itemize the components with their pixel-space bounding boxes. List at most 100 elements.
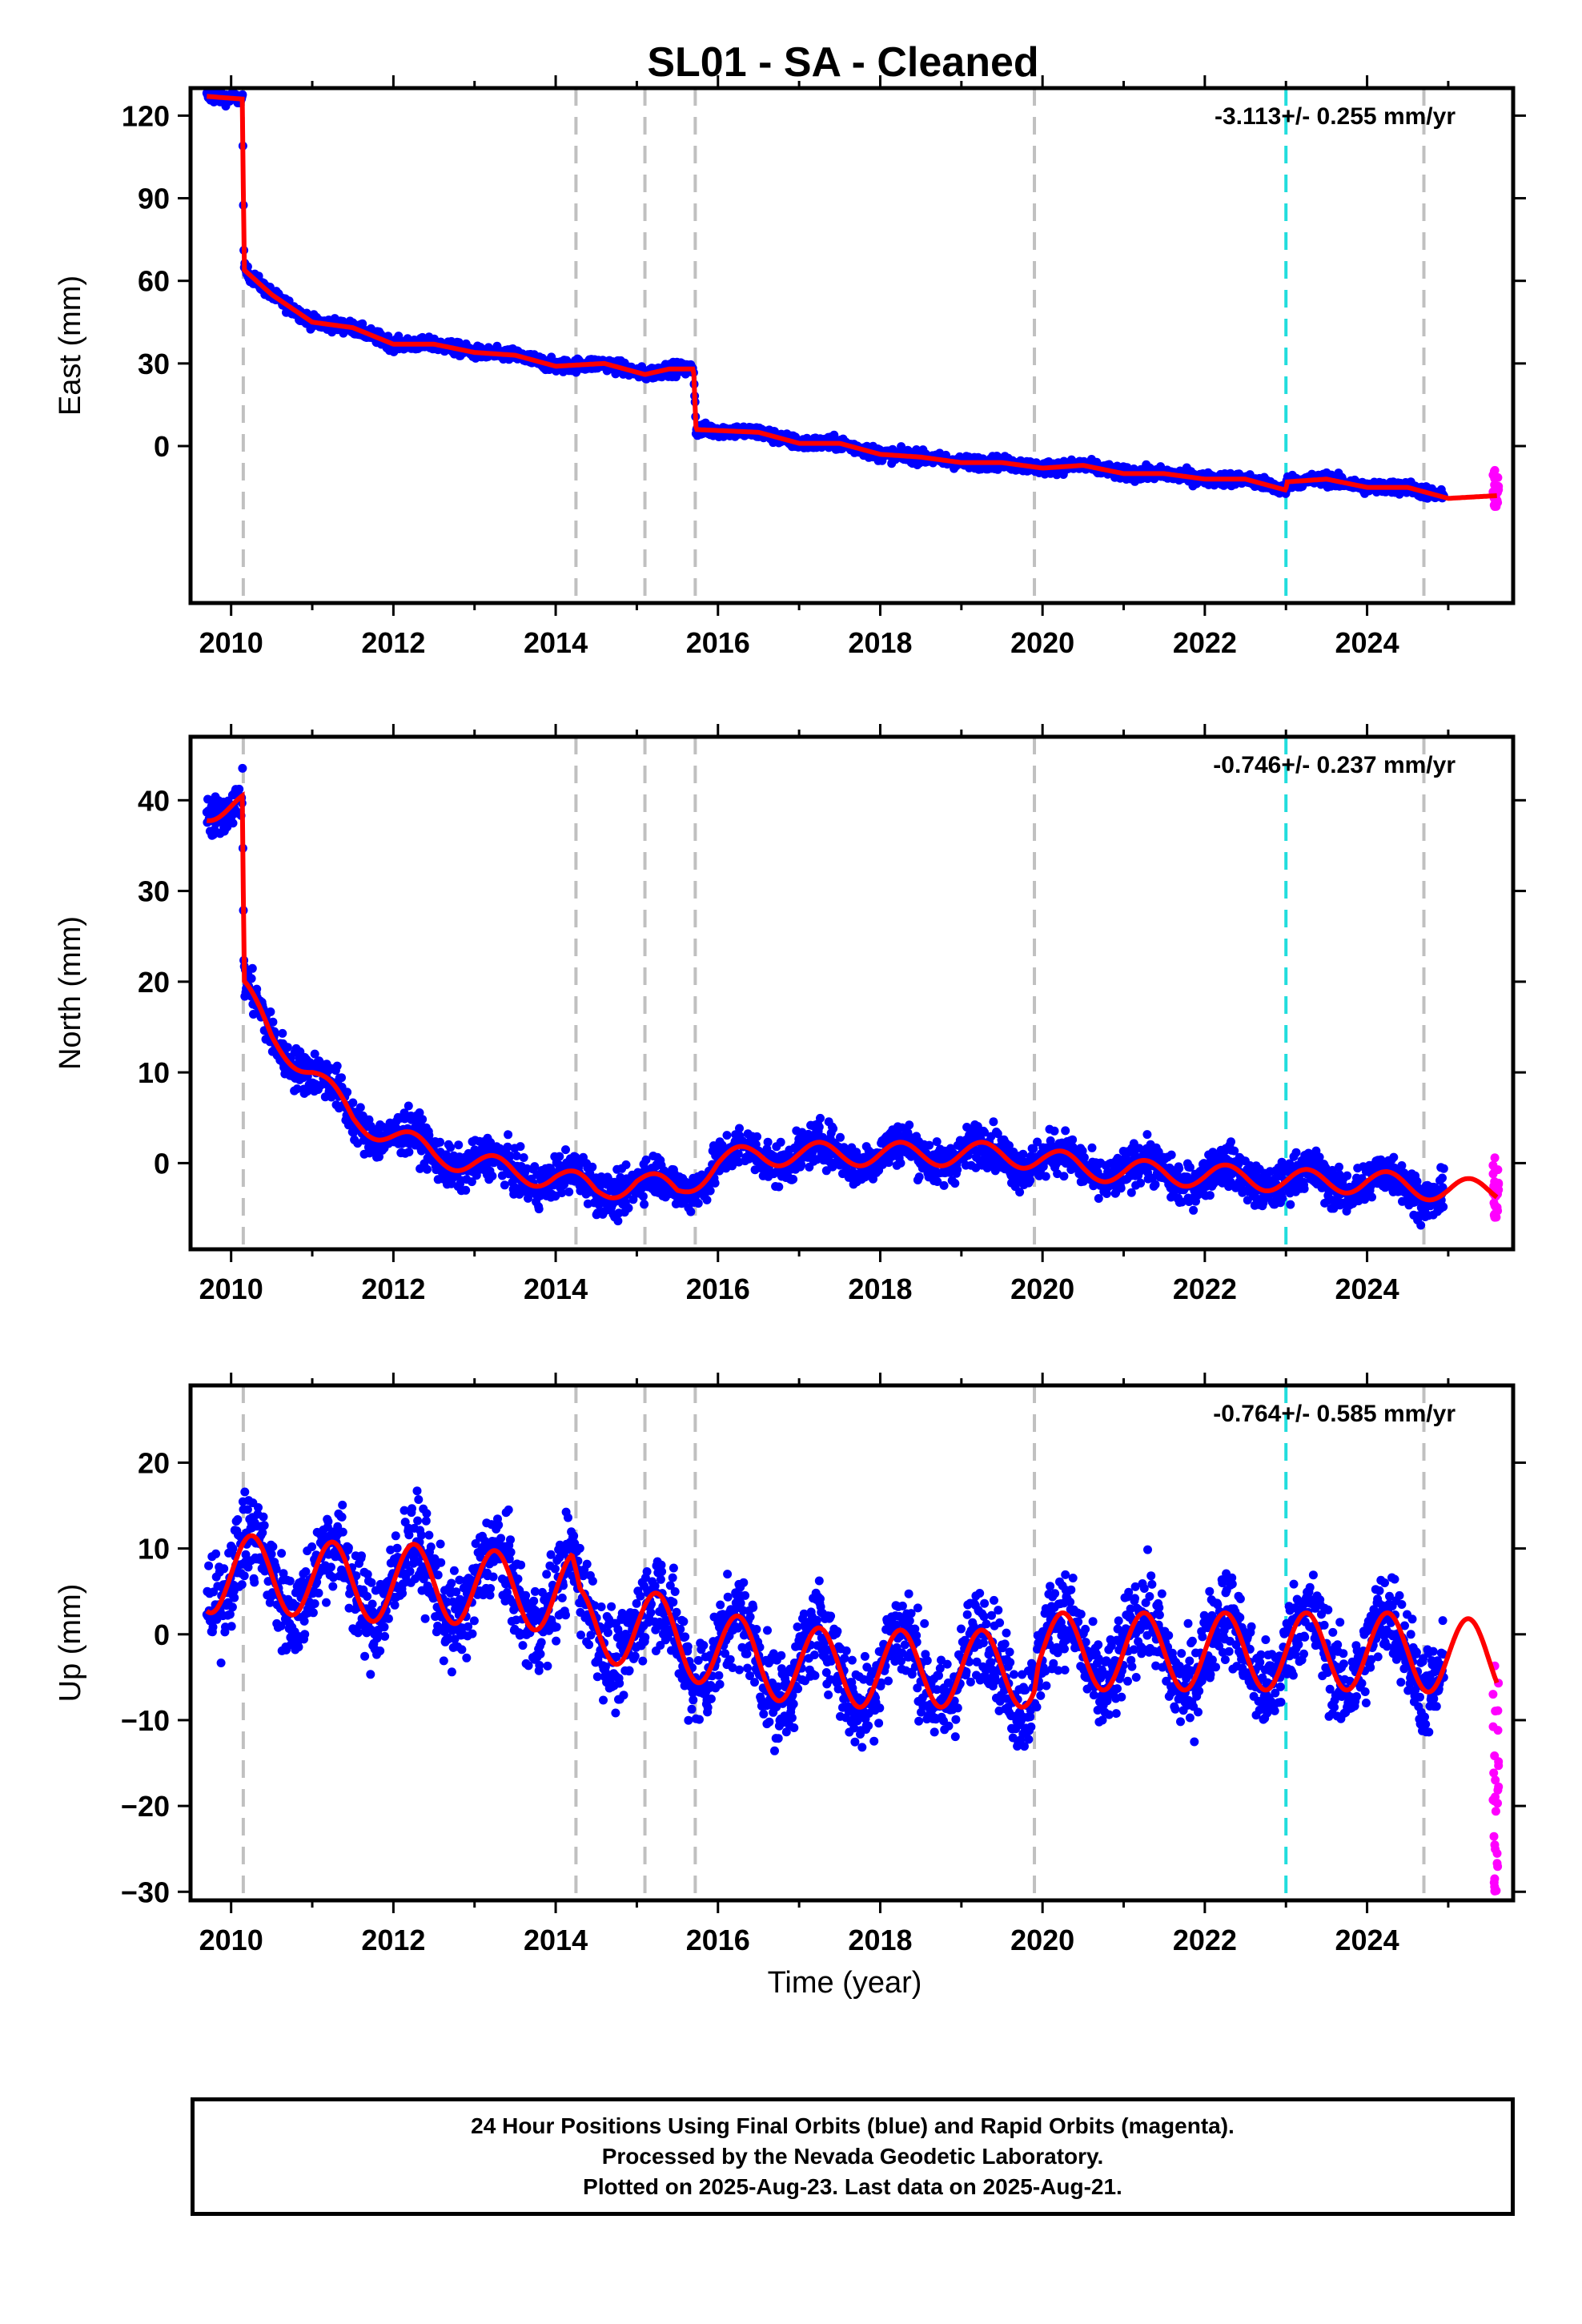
rate-label: -3.113+/- 0.255 mm/yr (1215, 103, 1456, 130)
data-point (310, 1049, 319, 1059)
data-point (797, 1160, 806, 1169)
data-point (852, 1148, 861, 1157)
data-point (933, 1177, 942, 1186)
data-point (621, 1160, 631, 1169)
data-point (1041, 1172, 1050, 1181)
data-point (516, 1142, 525, 1152)
data-point (1134, 1144, 1144, 1153)
data-point (404, 1148, 414, 1156)
data-point (1142, 1130, 1152, 1140)
data-point (1033, 1137, 1042, 1147)
data-point (1102, 1189, 1111, 1198)
data-point (728, 1161, 737, 1171)
data-point (1174, 1164, 1184, 1173)
data-point (1059, 1172, 1069, 1181)
data-point (1078, 1146, 1087, 1156)
plot-frame (188, 86, 1516, 605)
data-point (925, 1140, 934, 1150)
data-point (415, 1108, 424, 1117)
data-point (753, 1132, 761, 1141)
data-point (628, 1195, 638, 1204)
data-point (1026, 1176, 1035, 1185)
data-point (1094, 1194, 1103, 1203)
data-point (423, 1164, 432, 1174)
x-tick-label: 2018 (848, 626, 912, 659)
data-point (705, 1186, 715, 1196)
data-point (789, 1175, 798, 1184)
figure-title: SL01 - SA - Cleaned (647, 39, 1038, 86)
data-point (283, 1043, 292, 1052)
data-point (640, 1200, 649, 1209)
data-point (624, 1204, 633, 1212)
data-point (358, 319, 367, 328)
data-point (702, 1195, 712, 1204)
data-point (763, 1137, 773, 1147)
data-point (343, 1088, 352, 1097)
data-point (504, 1130, 513, 1140)
data-point (905, 1120, 914, 1130)
data-point (1227, 1137, 1235, 1147)
data-point (1029, 1144, 1038, 1153)
data-point (722, 1131, 732, 1140)
data-point (896, 1158, 905, 1168)
data-point (816, 1113, 825, 1123)
data-point (733, 1149, 743, 1159)
model-curve (207, 94, 1497, 501)
data-point (505, 1151, 515, 1160)
data-point (454, 1140, 464, 1150)
data-point (497, 1171, 507, 1180)
data-point (436, 1137, 445, 1147)
data-point (446, 1143, 456, 1152)
data-point (686, 1207, 696, 1216)
data-point (989, 1117, 998, 1127)
data-point (1230, 1146, 1239, 1156)
data-point (1205, 1191, 1215, 1200)
data-point (735, 1124, 744, 1133)
data-point (268, 1017, 278, 1027)
data-point (1166, 1150, 1176, 1160)
data-point (519, 1153, 528, 1162)
data-point (355, 1103, 365, 1112)
data-point (1050, 1126, 1059, 1136)
data-point (278, 1028, 287, 1038)
y-tick-label: 120 (122, 99, 170, 132)
data-point (292, 1084, 302, 1094)
data-point (228, 818, 238, 828)
data-point (530, 1162, 540, 1172)
data-point (1061, 1126, 1070, 1136)
data-point (776, 1137, 785, 1147)
x-tick-label: 2020 (1010, 626, 1074, 659)
data-point (1189, 1205, 1199, 1215)
data-point (588, 1162, 597, 1172)
plot-area (202, 88, 1504, 603)
data-point (953, 1165, 962, 1175)
x-tick-label: 2014 (524, 626, 588, 659)
data-point (404, 1101, 413, 1111)
data-point (337, 1073, 346, 1083)
data-point (1150, 1180, 1160, 1189)
data-point (555, 1152, 564, 1161)
plot-area (202, 737, 1504, 1249)
data-point (1068, 1135, 1078, 1144)
data-point (524, 1193, 532, 1203)
data-point (266, 1007, 275, 1016)
data-point (641, 1155, 651, 1164)
data-point (1278, 1193, 1287, 1203)
data-point (561, 1145, 570, 1155)
x-tick-label: 2016 (686, 626, 750, 659)
panel-1: 2010 2012 2014 2016 2018 2020 2022 202401020304… (54, 724, 1526, 1305)
data-point (1126, 1188, 1136, 1197)
data-point (235, 784, 244, 794)
data-point (1136, 1178, 1146, 1188)
y-tick-label: 30 (138, 348, 170, 380)
data-point (512, 1151, 521, 1160)
data-point (1087, 1143, 1097, 1152)
data-point (1053, 1169, 1062, 1179)
data-point (1116, 1184, 1126, 1193)
data-point (751, 1140, 761, 1149)
x-tick-label: 2024 (1335, 626, 1399, 659)
final-orbit-points (202, 88, 1448, 503)
x-tick-label: 2022 (1173, 626, 1237, 659)
data-point (503, 1142, 512, 1152)
